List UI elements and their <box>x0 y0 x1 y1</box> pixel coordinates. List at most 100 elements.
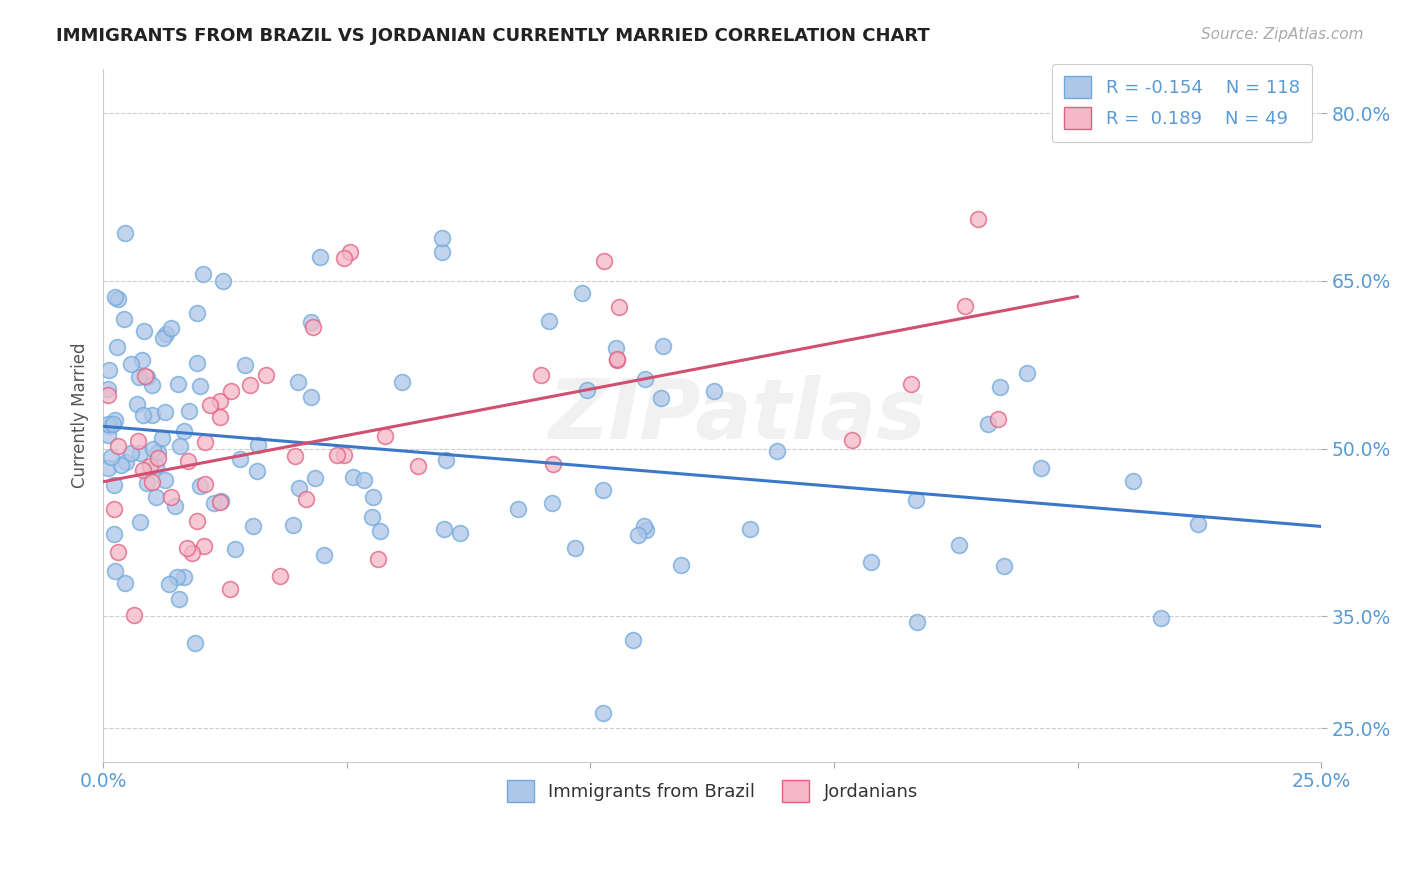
Point <box>97 388 120 402</box>
Point <box>966 212 988 227</box>
Point <box>224 541 246 556</box>
Point <box>165 499 187 513</box>
Point <box>361 510 384 524</box>
Point <box>284 449 307 463</box>
Point <box>177 453 200 467</box>
Point <box>176 541 198 556</box>
Point <box>186 356 208 370</box>
Point <box>430 230 453 244</box>
Point <box>391 376 413 390</box>
Point <box>233 358 256 372</box>
Point <box>100 450 122 465</box>
Point <box>287 375 309 389</box>
Point <box>159 490 181 504</box>
Point <box>627 527 650 541</box>
Point <box>406 458 429 473</box>
Point <box>141 378 163 392</box>
Point <box>592 253 614 268</box>
Point <box>166 570 188 584</box>
Point <box>98 418 121 433</box>
Point <box>432 522 454 536</box>
Point <box>155 326 177 341</box>
Point <box>120 446 142 460</box>
Point <box>128 370 150 384</box>
Point <box>592 483 614 497</box>
Point <box>145 490 167 504</box>
Point <box>543 457 565 471</box>
Point <box>132 462 155 476</box>
Point <box>107 439 129 453</box>
Point <box>202 496 225 510</box>
Point <box>188 379 211 393</box>
Point <box>219 384 242 398</box>
Point <box>339 244 361 259</box>
Point <box>186 515 208 529</box>
Point <box>859 555 882 569</box>
Point <box>530 368 553 383</box>
Point <box>987 411 1010 425</box>
Point <box>135 475 157 490</box>
Point <box>97 461 120 475</box>
Point <box>652 339 675 353</box>
Point <box>312 548 335 562</box>
Point <box>841 434 863 448</box>
Point <box>103 502 125 516</box>
Point <box>167 377 190 392</box>
Point <box>636 523 658 537</box>
Point <box>97 428 120 442</box>
Point <box>114 576 136 591</box>
Point <box>146 445 169 459</box>
Point <box>229 452 252 467</box>
Point <box>129 515 152 529</box>
Point <box>107 545 129 559</box>
Point <box>283 518 305 533</box>
Point <box>124 607 146 622</box>
Point <box>104 413 127 427</box>
Point <box>326 448 349 462</box>
Point <box>592 706 614 721</box>
Point <box>1017 366 1039 380</box>
Point <box>990 380 1012 394</box>
Point <box>193 539 215 553</box>
Point <box>374 429 396 443</box>
Point <box>139 458 162 473</box>
Point <box>208 494 231 508</box>
Point <box>183 636 205 650</box>
Text: ZIPatlas: ZIPatlas <box>548 375 925 456</box>
Point <box>633 518 655 533</box>
Point <box>131 408 153 422</box>
Point <box>905 615 928 629</box>
Point <box>186 306 208 320</box>
Point <box>141 475 163 490</box>
Point <box>169 592 191 607</box>
Point <box>269 568 291 582</box>
Point <box>160 321 183 335</box>
Point <box>129 446 152 460</box>
Point <box>254 368 277 382</box>
Point <box>634 372 657 386</box>
Point <box>110 458 132 472</box>
Point <box>177 404 200 418</box>
Point <box>299 315 322 329</box>
Point <box>605 341 627 355</box>
Point <box>606 353 628 368</box>
Point <box>145 458 167 473</box>
Point <box>976 417 998 432</box>
Point <box>208 409 231 424</box>
Point <box>309 250 332 264</box>
Point <box>208 394 231 409</box>
Point <box>1122 474 1144 488</box>
Point <box>948 538 970 552</box>
Text: IMMIGRANTS FROM BRAZIL VS JORDANIAN CURRENTLY MARRIED CORRELATION CHART: IMMIGRANTS FROM BRAZIL VS JORDANIAN CURR… <box>56 27 929 45</box>
Point <box>98 362 121 376</box>
Legend: Immigrants from Brazil, Jordanians: Immigrants from Brazil, Jordanians <box>494 768 931 815</box>
Point <box>153 473 176 487</box>
Point <box>107 292 129 306</box>
Point <box>104 290 127 304</box>
Point <box>575 383 598 397</box>
Point <box>299 390 322 404</box>
Point <box>900 376 922 391</box>
Point <box>993 558 1015 573</box>
Point <box>506 502 529 516</box>
Point <box>242 519 264 533</box>
